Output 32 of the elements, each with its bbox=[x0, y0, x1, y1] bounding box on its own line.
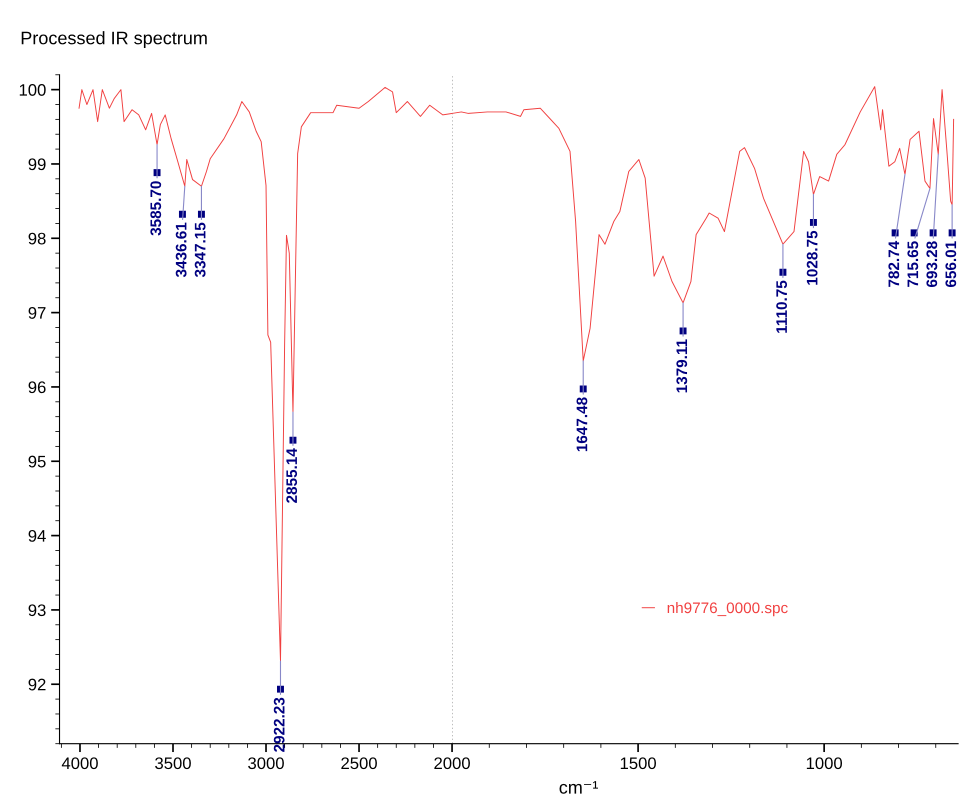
x-tick-label: 1500 bbox=[620, 757, 656, 770]
y-tick-label: 96 bbox=[28, 381, 46, 394]
y-tick-label: 97 bbox=[28, 307, 46, 319]
y-tick-label: 98 bbox=[28, 232, 46, 244]
x-tick-label: 3500 bbox=[155, 757, 191, 770]
annotation: 2855.14 bbox=[286, 448, 298, 503]
annotation: 1647.48 bbox=[576, 397, 588, 452]
x-tick-label: 2500 bbox=[341, 757, 377, 770]
x-axis-title: cm⁻¹ bbox=[560, 781, 598, 794]
y-tick-label: 100 bbox=[20, 84, 46, 96]
annotation: 715.65 bbox=[907, 241, 918, 287]
annotation: 1379.11 bbox=[676, 339, 688, 392]
y-tick-label: 94 bbox=[28, 530, 46, 542]
y-tick-label: 95 bbox=[28, 456, 46, 468]
annotation: 3436.61 bbox=[176, 222, 187, 278]
annotation: 693.28 bbox=[926, 241, 938, 288]
annotation: 1110.75 bbox=[776, 280, 788, 333]
y-tick-label: 93 bbox=[28, 604, 46, 616]
x-tick-label: 4000 bbox=[62, 757, 98, 770]
annotation: 782.74 bbox=[888, 240, 900, 287]
x-tick-label: 1000 bbox=[806, 757, 842, 770]
annotation: 1028.75 bbox=[806, 230, 818, 285]
annotation: 656.01 bbox=[945, 241, 956, 288]
x-tick-label: 3000 bbox=[248, 757, 284, 770]
legend-label: nh9776_0000.spc bbox=[668, 602, 788, 616]
chart-title: Processed IR spectrum bbox=[22, 31, 207, 48]
x-tick-label: 2000 bbox=[434, 757, 470, 770]
annotation: 3347.15 bbox=[194, 222, 206, 278]
annotation: 2922.23 bbox=[274, 698, 285, 752]
annotation: 3585.70 bbox=[150, 181, 162, 236]
y-tick-label: 92 bbox=[28, 678, 46, 690]
y-tick-label: 99 bbox=[28, 158, 46, 170]
